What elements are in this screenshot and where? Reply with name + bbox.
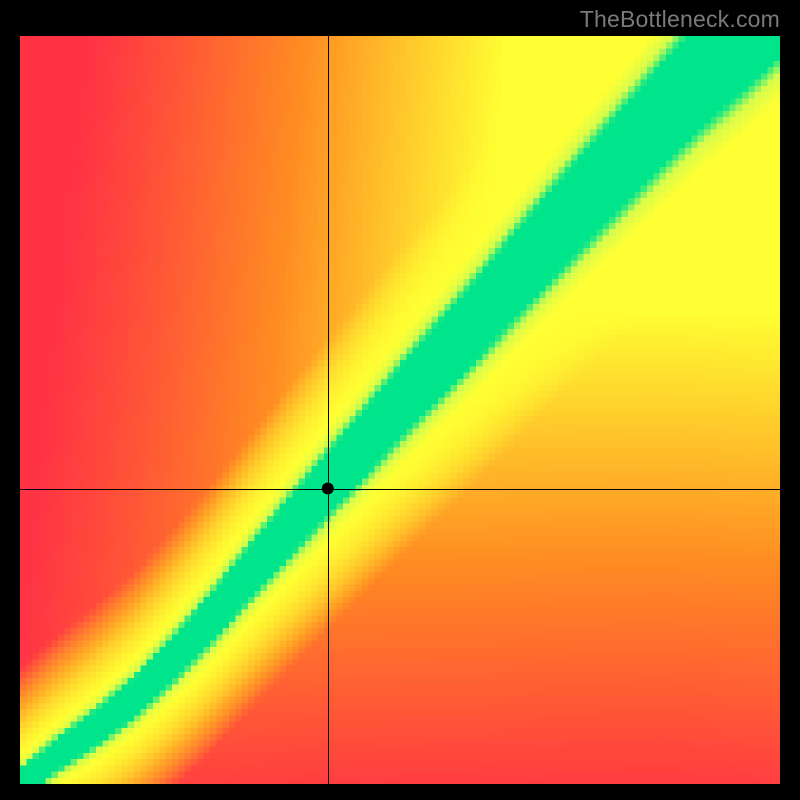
watermark-text: TheBottleneck.com (580, 6, 780, 33)
chart-frame: TheBottleneck.com (0, 0, 800, 800)
overlay-canvas (20, 36, 780, 784)
plot-area (20, 36, 780, 784)
